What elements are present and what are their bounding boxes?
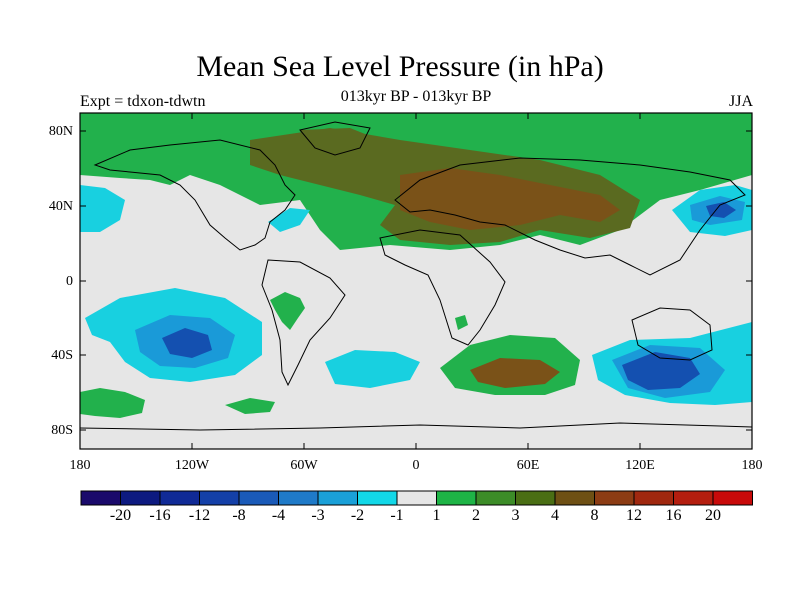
experiment-label: Expt = tdxon-tdwtn — [80, 93, 206, 110]
y-axis-label: 0 — [66, 274, 73, 289]
colorbar-swatch — [199, 490, 240, 506]
colorbar-label: -3 — [311, 507, 325, 524]
colorbar-swatch — [594, 490, 635, 506]
coastline-greenland — [299, 121, 371, 156]
colorbar-swatch — [238, 490, 279, 506]
colorbar-label: 20 — [705, 507, 721, 524]
season-label: JJA — [728, 93, 753, 110]
negative-anomaly-southatlantic — [325, 350, 420, 388]
map-title: Mean Sea Level Pressure (in hPa) — [196, 50, 604, 83]
y-axis-label: 40S — [51, 348, 73, 363]
colorbar-swatch — [554, 490, 595, 506]
colorbar-label: 3 — [511, 507, 520, 524]
x-axis-label: 60W — [290, 458, 318, 473]
x-axis-label: 180 — [741, 458, 763, 473]
colorbar-swatch — [673, 490, 714, 506]
coastline-eurasia — [394, 157, 746, 276]
positive-anomaly-southwest-atlantic — [225, 398, 275, 414]
coastline-antarctica — [80, 422, 752, 431]
colorbar-swatch — [278, 490, 319, 506]
coastline-australia — [631, 307, 713, 361]
x-axis-label: 0 — [412, 458, 420, 473]
positive-anomaly-southindian-core — [470, 358, 560, 388]
colorbar — [80, 490, 753, 506]
pressure-field — [80, 113, 752, 449]
coastline-north-america — [93, 139, 296, 251]
colorbar-label: -4 — [271, 507, 286, 524]
coastlines — [80, 121, 752, 431]
negative-anomaly-southindian-core — [622, 352, 700, 390]
colorbar-swatch — [159, 490, 200, 506]
negative-anomaly-southpacific-core — [162, 328, 212, 358]
colorbar-swatch — [80, 490, 121, 506]
y-axis-label: 80S — [51, 423, 73, 438]
colorbar-swatch — [633, 490, 674, 506]
colorbar-label: -8 — [232, 507, 246, 524]
colorbar-swatch — [712, 490, 753, 506]
colorbar-swatch — [515, 490, 556, 506]
positive-anomaly-africa — [455, 315, 468, 330]
coastline-africa — [379, 229, 506, 346]
negative-anomaly-japan-core — [706, 202, 736, 218]
colorbar-label: 2 — [472, 507, 480, 524]
colorbar-label: -2 — [350, 507, 365, 524]
colorbar-label: 4 — [551, 507, 559, 524]
negative-anomaly-northpacific-east — [80, 185, 125, 232]
negative-anomaly-northatlantic — [268, 208, 310, 232]
axis-ticks — [79, 113, 753, 449]
positive-anomaly-southamerica — [270, 292, 305, 330]
colorbar-swatch — [436, 490, 477, 506]
colorbar-label: -12 — [188, 507, 211, 524]
coastline-south-america — [261, 259, 346, 387]
y-axis-label: 80N — [48, 124, 73, 139]
y-axis-label: 40N — [48, 199, 73, 214]
colorbar-swatch — [317, 490, 358, 506]
colorbar-swatch — [396, 490, 437, 506]
colorbar-label: 8 — [590, 507, 599, 524]
colorbar-label: 12 — [626, 507, 642, 524]
x-axis-label: 120E — [625, 458, 655, 473]
positive-anomaly-atlantic-north — [300, 128, 380, 165]
colorbar-label: -20 — [109, 507, 132, 524]
positive-anomaly-southpacific — [80, 388, 145, 418]
colorbar-label: 16 — [665, 507, 682, 524]
colorbar-label: -1 — [390, 507, 404, 524]
colorbar-label: 1 — [432, 507, 441, 524]
x-axis-label: 180 — [69, 458, 91, 473]
colorbar-swatch — [357, 490, 398, 506]
map-subtitle: 013kyr BP - 013kyr BP — [340, 88, 492, 105]
colorbar-label: -16 — [149, 507, 171, 524]
colorbar-swatch — [120, 490, 161, 506]
x-axis-label: 60E — [516, 458, 540, 473]
colorbar-swatch — [475, 490, 516, 506]
x-axis-label: 120W — [174, 458, 210, 473]
